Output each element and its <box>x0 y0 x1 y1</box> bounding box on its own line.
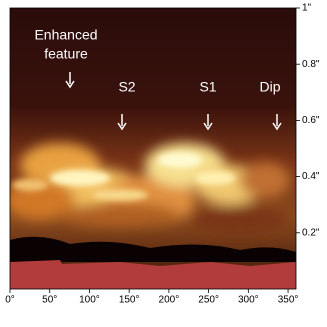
x-tick-label: 350° <box>278 295 299 306</box>
y-tick-label: 0.6" <box>302 115 320 126</box>
annotation: Dip <box>259 79 280 95</box>
annotation: Enhanced <box>34 27 97 43</box>
x-tick-label: 150° <box>119 295 140 306</box>
image <box>10 8 296 289</box>
arrows <box>65 72 282 131</box>
y-tick-label: 0.2" <box>302 227 320 238</box>
x-tick-label: 50° <box>42 295 57 306</box>
y-tick-label: 0.4" <box>302 171 320 182</box>
x-tick-label: 200° <box>159 295 180 306</box>
annotation: feature <box>44 46 88 62</box>
annotation: S1 <box>199 79 216 95</box>
annotation: S2 <box>118 79 135 95</box>
x-tick-label: 300° <box>238 295 259 306</box>
y-tick-label: 1" <box>302 3 312 14</box>
y-tick-label: 0.8" <box>302 59 320 70</box>
x-tick-label: 0° <box>5 295 15 306</box>
plot-frame <box>9 7 297 290</box>
x-tick-label: 100° <box>79 295 100 306</box>
x-tick-label: 250° <box>198 295 219 306</box>
